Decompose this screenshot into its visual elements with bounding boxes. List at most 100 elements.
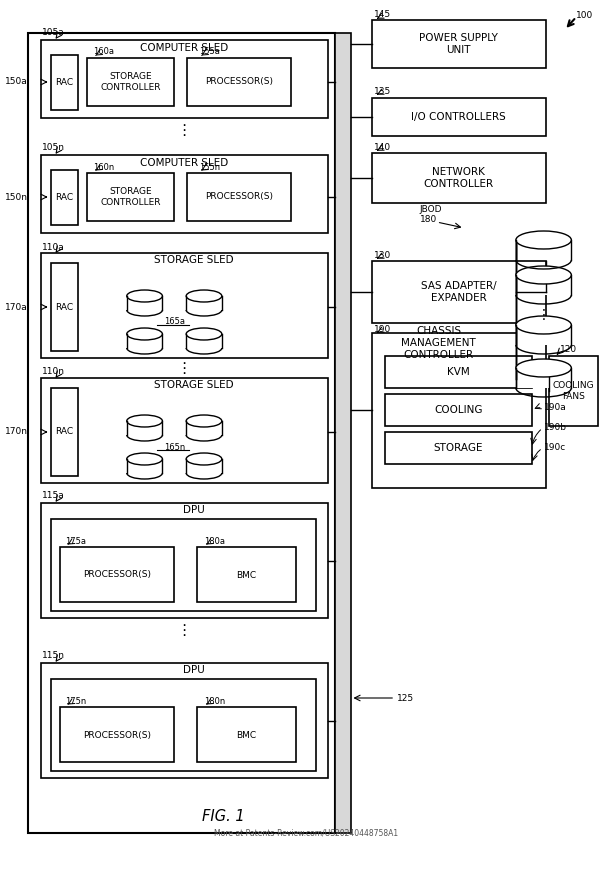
- FancyBboxPatch shape: [187, 173, 291, 221]
- FancyBboxPatch shape: [516, 368, 571, 388]
- FancyBboxPatch shape: [385, 394, 531, 426]
- Text: ⋮: ⋮: [176, 622, 192, 638]
- Ellipse shape: [127, 328, 162, 340]
- Text: 190: 190: [375, 326, 391, 335]
- Text: 160a: 160a: [93, 47, 114, 57]
- Text: 170a: 170a: [5, 303, 28, 312]
- Ellipse shape: [186, 328, 222, 340]
- FancyBboxPatch shape: [87, 58, 175, 106]
- Text: 155n: 155n: [199, 163, 220, 171]
- FancyBboxPatch shape: [372, 20, 545, 68]
- Text: STORAGE SLED: STORAGE SLED: [155, 380, 234, 390]
- Text: 120: 120: [561, 345, 578, 354]
- FancyBboxPatch shape: [187, 58, 291, 106]
- FancyBboxPatch shape: [335, 33, 350, 833]
- FancyBboxPatch shape: [186, 421, 222, 435]
- FancyBboxPatch shape: [516, 275, 571, 295]
- Text: NETWORK
CONTROLLER: NETWORK CONTROLLER: [424, 167, 493, 189]
- Text: 175n: 175n: [65, 696, 87, 705]
- Ellipse shape: [127, 415, 162, 427]
- FancyBboxPatch shape: [41, 155, 328, 233]
- FancyBboxPatch shape: [127, 296, 162, 310]
- Ellipse shape: [127, 290, 162, 302]
- FancyBboxPatch shape: [50, 388, 78, 476]
- Text: 180n: 180n: [204, 696, 225, 705]
- FancyBboxPatch shape: [28, 33, 335, 833]
- FancyBboxPatch shape: [61, 707, 175, 762]
- Text: 190a: 190a: [544, 403, 567, 413]
- FancyBboxPatch shape: [372, 98, 545, 136]
- Text: DPU: DPU: [183, 505, 205, 515]
- FancyBboxPatch shape: [127, 421, 162, 435]
- Text: 150n: 150n: [5, 193, 28, 202]
- Ellipse shape: [516, 316, 571, 334]
- FancyBboxPatch shape: [87, 173, 175, 221]
- Text: More at Patents-Review.com/US20240448758A1: More at Patents-Review.com/US20240448758…: [214, 829, 398, 837]
- Text: COMPUTER SLED: COMPUTER SLED: [140, 43, 228, 53]
- Text: 110n: 110n: [42, 368, 65, 377]
- Text: RAC: RAC: [55, 78, 73, 88]
- Text: 170n: 170n: [5, 427, 28, 437]
- Text: STORAGE
CONTROLLER: STORAGE CONTROLLER: [101, 187, 161, 207]
- Text: PROCESSOR(S): PROCESSOR(S): [83, 570, 151, 580]
- FancyBboxPatch shape: [41, 253, 328, 358]
- FancyBboxPatch shape: [197, 547, 296, 602]
- Text: CHASSIS
MANAGEMENT
CONTROLLER: CHASSIS MANAGEMENT CONTROLLER: [401, 327, 476, 360]
- Text: POWER SUPPLY
UNIT: POWER SUPPLY UNIT: [419, 33, 498, 55]
- Text: 150a: 150a: [5, 77, 28, 86]
- Text: ⋮: ⋮: [537, 308, 551, 322]
- Text: 130: 130: [375, 251, 391, 260]
- Text: STORAGE: STORAGE: [434, 443, 483, 453]
- Text: JBOD: JBOD: [420, 205, 442, 215]
- FancyBboxPatch shape: [516, 325, 571, 345]
- FancyBboxPatch shape: [197, 707, 296, 762]
- Text: 165n: 165n: [164, 442, 185, 451]
- Text: 110a: 110a: [42, 242, 64, 251]
- Text: 175a: 175a: [65, 536, 87, 545]
- Ellipse shape: [186, 290, 222, 302]
- Text: I/O CONTROLLERS: I/O CONTROLLERS: [411, 112, 506, 122]
- FancyBboxPatch shape: [50, 55, 78, 110]
- Text: PROCESSOR(S): PROCESSOR(S): [83, 731, 151, 740]
- Text: 105a: 105a: [42, 28, 64, 37]
- Text: SAS ADAPTER/
EXPANDER: SAS ADAPTER/ EXPANDER: [421, 281, 496, 303]
- FancyBboxPatch shape: [127, 459, 162, 473]
- Text: 165a: 165a: [164, 318, 185, 327]
- Text: 105n: 105n: [42, 144, 65, 153]
- Text: RAC: RAC: [55, 303, 73, 312]
- Text: DPU: DPU: [183, 665, 205, 675]
- Text: ⋮: ⋮: [176, 123, 192, 139]
- Text: STORAGE
CONTROLLER: STORAGE CONTROLLER: [101, 72, 161, 91]
- Text: 140: 140: [375, 144, 391, 153]
- Ellipse shape: [186, 453, 222, 465]
- FancyBboxPatch shape: [127, 334, 162, 348]
- Ellipse shape: [516, 266, 571, 284]
- Text: 115n: 115n: [42, 652, 65, 661]
- Text: PROCESSOR(S): PROCESSOR(S): [205, 77, 273, 86]
- Text: COOLING: COOLING: [435, 405, 483, 415]
- FancyBboxPatch shape: [50, 263, 78, 351]
- FancyBboxPatch shape: [41, 503, 328, 618]
- FancyBboxPatch shape: [516, 240, 571, 260]
- Text: BMC: BMC: [236, 570, 256, 580]
- Text: 135: 135: [375, 88, 391, 97]
- Text: 145: 145: [375, 11, 391, 20]
- Ellipse shape: [127, 453, 162, 465]
- FancyBboxPatch shape: [372, 153, 545, 203]
- FancyBboxPatch shape: [41, 663, 328, 778]
- Text: 160n: 160n: [93, 163, 115, 171]
- Text: 180a: 180a: [204, 536, 225, 545]
- FancyBboxPatch shape: [385, 356, 531, 388]
- FancyBboxPatch shape: [41, 378, 328, 483]
- Text: FIG. 1: FIG. 1: [202, 808, 245, 823]
- Text: RAC: RAC: [55, 194, 73, 202]
- Text: 190b: 190b: [544, 424, 567, 432]
- Text: 155a: 155a: [199, 47, 220, 57]
- Text: BMC: BMC: [236, 731, 256, 740]
- FancyBboxPatch shape: [50, 679, 316, 771]
- FancyBboxPatch shape: [372, 333, 545, 488]
- FancyBboxPatch shape: [186, 296, 222, 310]
- FancyBboxPatch shape: [61, 547, 175, 602]
- FancyBboxPatch shape: [50, 170, 78, 225]
- Text: STORAGE SLED: STORAGE SLED: [155, 255, 234, 265]
